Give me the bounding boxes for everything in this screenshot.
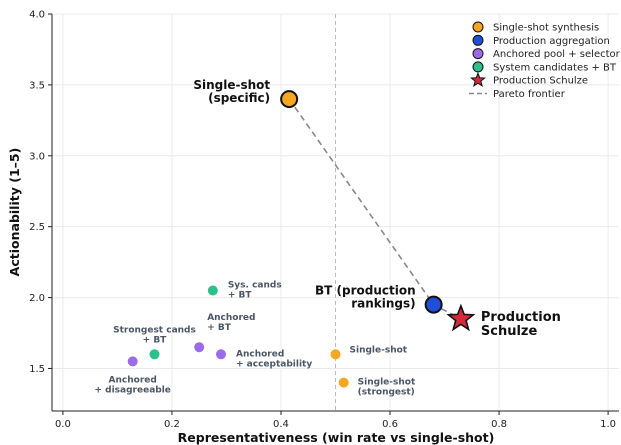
y-tick-label: 2.0	[29, 293, 45, 304]
data-label: Anchored + disagreeable	[94, 375, 170, 395]
data-label-line: + BT	[143, 335, 168, 345]
legend-entry: Anchored pool + selector	[493, 49, 621, 60]
data-label-line: Single-shot	[350, 345, 408, 355]
y-tick-label: 3.0	[29, 151, 45, 162]
circle-point	[127, 356, 138, 367]
legend-star-icon	[470, 71, 486, 87]
annotations: Single-shot (specific)Single-shotSingle-s…	[94, 78, 560, 398]
data-label: Production Schulze	[481, 310, 561, 339]
legend-circle-icon	[472, 61, 484, 73]
legend: Single-shot synthesis Production aggregat…	[469, 21, 621, 100]
x-tick-label: 0.2	[164, 419, 180, 430]
circle-point	[330, 349, 341, 360]
data-label-line: + BT	[228, 290, 253, 300]
star-point	[446, 303, 476, 332]
circle-point	[194, 342, 205, 353]
data-label: Single-shot (specific)	[193, 78, 270, 105]
data-label: Strongest cands + BT	[113, 325, 196, 345]
axes: 0.0 0.2 0.4 0.6 0.8 1.0 1.5 2.0 2.5 3.0 3.5 4.0	[29, 10, 619, 430]
x-tick-label: 0.6	[382, 419, 398, 430]
circle-point	[338, 377, 349, 388]
data-label-line: Anchored	[236, 349, 284, 359]
data-label-line: Anchored	[207, 313, 255, 323]
data-label-line: Schulze	[481, 324, 538, 339]
data-label: Anchored + BT	[207, 313, 255, 333]
circle-point	[149, 349, 160, 360]
data-label-line: Sys. cands	[228, 280, 282, 290]
y-tick-label: 3.5	[29, 80, 45, 91]
x-tick-label: 1.0	[600, 419, 616, 430]
x-tick-label: 0.0	[55, 419, 71, 430]
data-label-line: + disagreeable	[94, 385, 170, 395]
y-tick-label: 4.0	[29, 10, 45, 21]
legend-entry: Pareto frontier	[493, 89, 566, 100]
data-label-line: Anchored	[109, 375, 157, 385]
circle-point	[424, 295, 443, 314]
y-tick-label: 1.5	[29, 364, 45, 375]
data-label: Anchored + acceptability	[236, 349, 312, 369]
data-label-line: + acceptability	[236, 359, 312, 369]
circle-point	[216, 349, 227, 360]
data-label-line: Production	[481, 310, 561, 325]
circle-point	[280, 90, 299, 109]
data-label-line: (specific)	[208, 91, 270, 105]
data-label-line: (strongest)	[358, 388, 415, 398]
data-label-line: Single-shot	[358, 378, 416, 388]
data-label: BT (production rankings)	[315, 284, 416, 311]
legend-circle-icon	[472, 34, 484, 46]
data-label-line: + BT	[207, 323, 232, 333]
data-label: Single-shot	[350, 345, 408, 355]
data-label: Sys. cands + BT	[228, 280, 282, 300]
legend-circle-icon	[472, 48, 484, 60]
data-label-line: Strongest cands	[113, 325, 196, 335]
x-tick-label: 0.8	[491, 419, 507, 430]
data-points	[127, 90, 476, 388]
x-tick-label: 0.4	[273, 419, 289, 430]
data-label: Single-shot (strongest)	[358, 378, 416, 398]
x-axis-label: Representativeness (win rate vs single-s…	[178, 430, 495, 445]
legend-entry: System candidates + BT	[493, 62, 617, 73]
data-label-line: BT (production	[315, 284, 416, 298]
data-label-line: rankings)	[351, 297, 415, 311]
data-label-line: Single-shot	[193, 78, 270, 92]
legend-entry: Single-shot synthesis	[493, 23, 599, 34]
circle-point	[207, 285, 218, 296]
legend-circle-icon	[472, 21, 484, 33]
y-axis-label: Actionability (1–5)	[7, 148, 22, 277]
legend-entry: Production aggregation	[493, 36, 610, 47]
y-tick-label: 2.5	[29, 222, 45, 233]
legend-entry: Production Schulze	[493, 76, 588, 87]
